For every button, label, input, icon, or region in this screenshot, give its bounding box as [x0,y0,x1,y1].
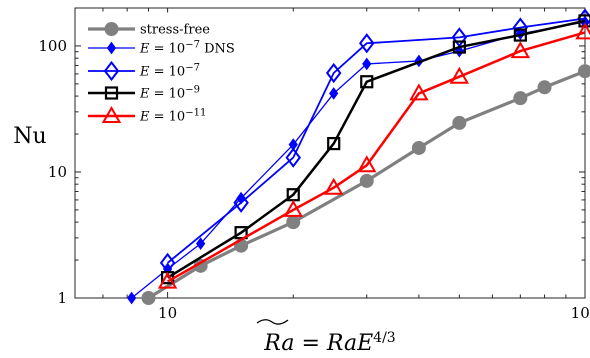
legend-label: E = 10−7 [139,62,200,80]
legend-label: stress-free [140,23,210,38]
data-point [449,66,470,84]
legend-marker [104,86,119,100]
data-point [358,33,375,54]
data-point [513,28,527,42]
data-point [513,91,528,106]
data-point [359,173,374,188]
data-point [409,83,429,101]
data-point [329,87,339,100]
data-point [362,57,372,71]
series-line [166,31,586,283]
data-point [285,147,302,168]
data-point [452,40,466,54]
legend-label: E = 10−11 [139,107,206,125]
x-tick-label: 100 [571,304,590,322]
y-tick-label: 1 [57,289,67,307]
data-point [157,271,178,289]
data-point [196,237,206,250]
y-tick-label: 100 [38,37,67,55]
data-point [286,215,301,230]
legend-marker [103,60,120,82]
data-point [234,226,248,240]
y-axis-label: Nu [13,124,46,149]
data-point [141,291,156,305]
legend-marker [104,22,119,36]
data-point [283,199,303,217]
data-point [325,62,342,84]
data-point [360,75,374,89]
legend-marker [101,105,122,123]
x-axis-label-tilde [256,319,289,325]
data-point [575,22,590,40]
data-point [411,140,426,155]
plot-frame [74,7,586,299]
series-line [147,69,586,300]
legend-label: E = 10−7 DNS [139,39,235,57]
series-3 [160,14,590,285]
series-line [166,19,586,279]
data-point [323,177,344,195]
legend-marker [106,41,117,55]
x-tick-label: 10 [158,304,177,322]
data-point [578,64,590,79]
y-tick-label: 10 [48,163,67,181]
data-point [327,136,341,151]
data-point [233,192,249,213]
legend-label: E = 10−9 [139,84,200,102]
series-line [167,17,586,264]
data-point [452,115,467,130]
data-point [537,80,552,95]
series-4 [157,22,590,289]
data-point [510,41,531,59]
x-axis-label: Ra = RaE4/3 [263,330,395,356]
data-point [357,155,377,173]
data-point [127,291,137,305]
